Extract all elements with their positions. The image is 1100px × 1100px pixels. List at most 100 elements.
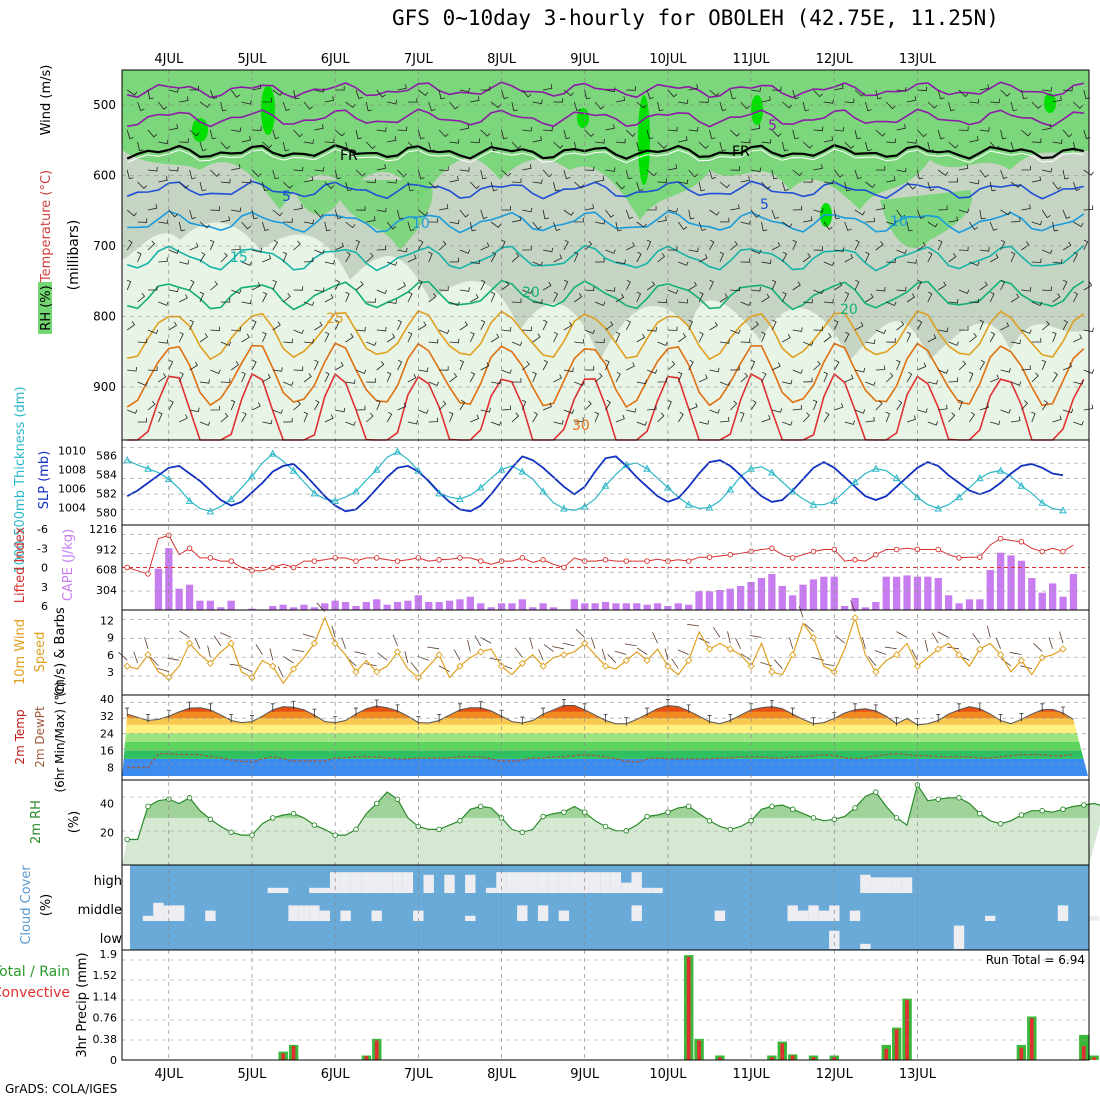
- upper-wind-barb: [199, 421, 211, 426]
- upper-wind-barb: [875, 365, 886, 371]
- cloud-bar: [517, 905, 528, 921]
- thickness-tick-label: 582: [96, 487, 117, 500]
- upper-wind-barb: [740, 138, 751, 144]
- cape-bar: [934, 578, 942, 610]
- wind-barb: [1033, 643, 1043, 652]
- rh-point: [457, 818, 463, 824]
- label-2m-dewpt: 2m DewPt: [33, 706, 47, 768]
- upper-wind-barb: [439, 204, 449, 211]
- rh-point: [270, 815, 276, 821]
- upper-wind-barb: [667, 360, 676, 371]
- upper-wind-barb: [1062, 362, 1072, 371]
- upper-wind-barb: [1031, 101, 1042, 109]
- cloud-bar: [870, 877, 881, 893]
- thickness-marker: [643, 464, 651, 472]
- upper-wind-barb: [334, 169, 342, 180]
- cape-bar: [705, 591, 714, 610]
- pressure-tick-label: 500: [93, 98, 116, 112]
- upper-wind-barb: [1031, 176, 1042, 183]
- precip-conv-bar: [718, 1057, 722, 1060]
- upper-wind-barb: [854, 89, 865, 97]
- rh-point: [436, 826, 442, 833]
- upper-wind-barb: [127, 409, 138, 414]
- upper-wind-barb: [886, 138, 896, 144]
- upper-wind-barb: [647, 405, 657, 411]
- cape-bar: [373, 599, 381, 610]
- wind-barb: [874, 650, 887, 655]
- upper-wind-barb: [449, 411, 454, 423]
- upper-wind-barb: [397, 209, 404, 220]
- cape-bar: [206, 600, 214, 610]
- label-rh-upper: RH (%): [39, 285, 54, 330]
- upper-wind-barb: [241, 299, 252, 305]
- upper-wind-barb: [1010, 217, 1021, 223]
- upper-wind-barb: [595, 258, 605, 263]
- dewpoint-line: [127, 752, 1074, 769]
- upper-wind-barb: [251, 319, 257, 331]
- rh-point: [706, 818, 713, 824]
- wind-barb: [760, 662, 773, 667]
- upper-wind-barb: [220, 252, 228, 263]
- wind-barb: [410, 661, 419, 672]
- upper-wind-barb: [1083, 369, 1095, 374]
- upper-wind-barb: [137, 251, 142, 263]
- upper-wind-barb: [199, 379, 210, 384]
- upper-wind-barb: [220, 341, 232, 347]
- temp-minmax-bar: [894, 717, 899, 726]
- upper-wind-barb: [1031, 338, 1042, 343]
- precip-conv-bar: [905, 999, 909, 1060]
- upper-wind-barb: [937, 239, 943, 251]
- upper-wind-barb: [407, 254, 417, 263]
- upper-wind-barb: [979, 359, 986, 371]
- label-cloud-unit: (%): [39, 894, 54, 917]
- upper-wind-barb: [698, 291, 704, 303]
- upper-wind-barb: [210, 405, 220, 411]
- upper-wind-barb: [937, 281, 947, 291]
- upper-wind-barb: [532, 136, 542, 143]
- upper-wind-barb: [490, 101, 502, 109]
- cloud-bar: [829, 930, 840, 949]
- upper-wind-barb: [501, 129, 508, 140]
- upper-wind-barb: [937, 129, 945, 140]
- thickness-marker: [892, 474, 901, 482]
- wind-barb: [1009, 651, 1022, 655]
- rh-point: [290, 810, 297, 817]
- cloud-bar: [641, 887, 653, 893]
- wind-barb: [575, 628, 585, 638]
- upper-wind-barb: [906, 371, 913, 383]
- upper-wind-barb: [740, 176, 750, 183]
- label-cape: CAPE (J/kg): [61, 529, 76, 601]
- upper-wind-barb: [573, 251, 579, 263]
- rh-point: [581, 809, 588, 815]
- upper-wind-barb: [677, 371, 683, 383]
- upper-wind-barb: [698, 331, 704, 343]
- cape-bar: [882, 576, 890, 610]
- temp-minmax-bar: [312, 708, 317, 718]
- upper-wind-barb: [168, 249, 180, 254]
- wind-barb: [277, 666, 284, 678]
- lifted-index-point: [290, 564, 297, 571]
- upper-wind-barb: [1010, 141, 1018, 152]
- lifted-index-point: [1060, 548, 1066, 555]
- cloud-bar: [818, 910, 830, 921]
- upper-wind-barb: [563, 367, 574, 373]
- upper-wind-barb: [397, 169, 407, 178]
- upper-wind-barb: [584, 204, 594, 211]
- upper-wind-barb: [958, 126, 969, 131]
- label-speed: Speed: [33, 632, 48, 673]
- upper-wind-barb: [137, 141, 144, 152]
- temp-color-band: [122, 741, 1089, 751]
- upper-wind-barb: [407, 98, 418, 103]
- upper-wind-barb: [1073, 181, 1081, 192]
- upper-wind-barb: [792, 369, 803, 374]
- upper-wind-barb: [532, 221, 542, 230]
- upper-wind-barb: [989, 141, 1000, 150]
- upper-wind-barb: [334, 129, 345, 137]
- rh-line: [127, 783, 1100, 841]
- upper-wind-barb: [345, 421, 356, 426]
- upper-wind-barb: [439, 366, 449, 371]
- upper-wind-barb: [293, 240, 301, 251]
- upper-wind-barb: [595, 176, 605, 183]
- upper-wind-barb: [417, 239, 424, 251]
- upper-wind-barb: [875, 166, 886, 171]
